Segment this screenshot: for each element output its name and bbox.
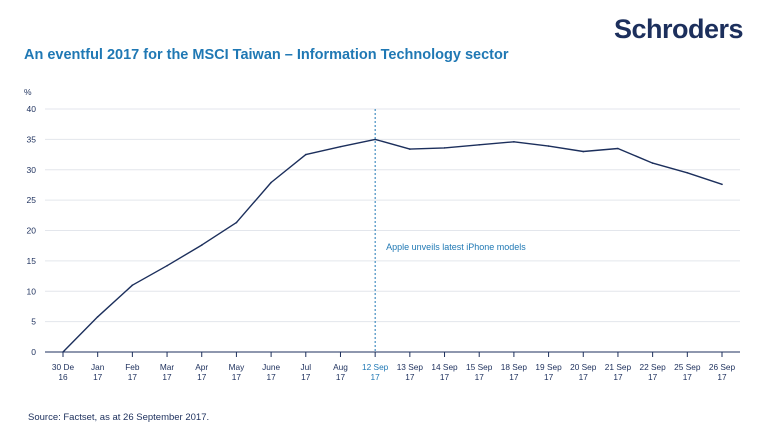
annotation-label: Apple unveils latest iPhone models bbox=[386, 242, 526, 252]
x-tick-label-line: Feb bbox=[125, 362, 140, 372]
x-tick-label-line: 17 bbox=[613, 372, 623, 382]
x-tick-label-line: 17 bbox=[717, 372, 727, 382]
x-tick-label-line: 17 bbox=[162, 372, 172, 382]
x-tick-label-line: 20 Sep bbox=[570, 362, 597, 372]
x-tick-label: May 17 bbox=[229, 362, 246, 382]
x-tick-label-line: Jul bbox=[300, 362, 311, 372]
data-point bbox=[166, 264, 168, 267]
data-point bbox=[131, 284, 134, 286]
x-tick-label: 12 Sep 17 bbox=[362, 362, 389, 382]
x-tick-label-line: 17 bbox=[197, 372, 207, 382]
y-tick-label: 15 bbox=[27, 256, 37, 266]
data-point bbox=[304, 153, 307, 156]
x-tick-label: 15 Sep 17 bbox=[466, 362, 493, 382]
x-tick-label-line: 15 Sep bbox=[466, 362, 493, 372]
x-tick-label-line: 16 bbox=[58, 372, 68, 382]
x-tick-label-line: 13 Sep bbox=[397, 362, 424, 372]
y-tick-label: 10 bbox=[27, 286, 37, 296]
x-tick-label-line: Apr bbox=[195, 362, 208, 372]
x-tick-label: 14 Sep 17 bbox=[431, 362, 458, 382]
x-tick-label-line: 26 Sep bbox=[709, 362, 736, 372]
data-point bbox=[547, 145, 550, 147]
y-tick-label: 25 bbox=[27, 195, 37, 205]
x-tick-label: 26 Sep 17 bbox=[709, 362, 736, 382]
source-note: Source: Factset, as at 26 September 2017… bbox=[28, 412, 210, 423]
x-tick-label-line: 17 bbox=[128, 372, 138, 382]
x-tick-label-line: 25 Sep bbox=[674, 362, 701, 372]
x-tick-label: Feb 17 bbox=[125, 362, 140, 382]
x-tick-label-line: 17 bbox=[336, 372, 346, 382]
x-tick-label: 30 De 16 bbox=[52, 362, 75, 382]
x-tick-label-line: 19 Sep bbox=[535, 362, 562, 372]
x-tick-label-line: 17 bbox=[93, 372, 103, 382]
x-tick-label: 21 Sep 17 bbox=[605, 362, 632, 382]
x-tick-label-line: May bbox=[229, 362, 246, 372]
x-tick-label-line: 14 Sep bbox=[431, 362, 458, 372]
data-point bbox=[617, 147, 619, 150]
y-tick-label: 5 bbox=[31, 317, 36, 327]
schroders-logo: Schroders bbox=[614, 14, 744, 44]
x-tick-label-line: 12 Sep bbox=[362, 362, 389, 372]
chart-title: An eventful 2017 for the MSCI Taiwan – I… bbox=[24, 47, 509, 63]
data-point bbox=[96, 315, 99, 318]
x-tick-label-line: 17 bbox=[683, 372, 693, 382]
x-tick-label: Jan 17 bbox=[91, 362, 105, 382]
x-tick-label: Apr 17 bbox=[195, 362, 208, 382]
x-tick-label: 19 Sep 17 bbox=[535, 362, 562, 382]
x-tick-label: Mar 17 bbox=[160, 362, 175, 382]
x-tick-label-line: 22 Sep bbox=[639, 362, 666, 372]
x-tick-label: June 17 bbox=[262, 362, 280, 382]
data-point bbox=[62, 351, 64, 353]
data-point bbox=[686, 171, 689, 174]
series-line bbox=[62, 138, 723, 353]
x-tick-label: 22 Sep 17 bbox=[639, 362, 666, 382]
data-point bbox=[235, 221, 238, 224]
y-axis-ticks: % 0 5 10 15 20 25 30 35 40 bbox=[24, 87, 36, 357]
x-tick-label-line: Mar bbox=[160, 362, 175, 372]
x-tick-label-line: 17 bbox=[648, 372, 658, 382]
data-point bbox=[651, 162, 654, 164]
data-point bbox=[200, 244, 203, 246]
x-tick-label-line: 17 bbox=[266, 372, 276, 382]
x-tick-label-line: 30 De bbox=[52, 362, 75, 372]
x-tick-label-line: 18 Sep bbox=[501, 362, 528, 372]
x-tick-label-line: 17 bbox=[301, 372, 311, 382]
x-tick-label-line: Jan bbox=[91, 362, 105, 372]
data-point bbox=[443, 147, 446, 149]
x-tick-label: Jul 17 bbox=[300, 362, 311, 382]
x-tick-label-line: Aug bbox=[333, 362, 348, 372]
y-tick-label: 20 bbox=[27, 226, 37, 236]
x-tick-label-line: 17 bbox=[509, 372, 519, 382]
data-point bbox=[409, 148, 411, 150]
x-tick-label: 13 Sep 17 bbox=[397, 362, 424, 382]
x-tick-label-line: June bbox=[262, 362, 280, 372]
x-tick-label-line: 17 bbox=[579, 372, 589, 382]
y-tick-label: 35 bbox=[27, 134, 37, 144]
chart-annotations: Apple unveils latest iPhone models bbox=[374, 109, 526, 352]
y-tick-label: 30 bbox=[27, 165, 37, 175]
data-point bbox=[513, 141, 515, 143]
x-tick-label-line: 17 bbox=[371, 372, 381, 382]
x-tick-label: 25 Sep 17 bbox=[674, 362, 701, 382]
x-tick-label: 20 Sep 17 bbox=[570, 362, 597, 382]
x-tick-label: Aug 17 bbox=[333, 362, 348, 382]
data-point bbox=[270, 181, 272, 184]
x-tick-label-line: 17 bbox=[232, 372, 242, 382]
x-tick-label-line: 17 bbox=[405, 372, 415, 382]
x-tick-label-line: 17 bbox=[475, 372, 485, 382]
data-point bbox=[721, 183, 723, 186]
y-axis-unit-label: % bbox=[24, 87, 32, 97]
chart-grid bbox=[45, 108, 740, 323]
data-point bbox=[339, 145, 342, 148]
y-tick-label: 0 bbox=[31, 347, 36, 357]
x-tick-label-line: 21 Sep bbox=[605, 362, 632, 372]
x-tick-label-line: 17 bbox=[544, 372, 554, 382]
y-tick-label: 40 bbox=[27, 104, 37, 114]
x-tick-label-line: 17 bbox=[440, 372, 450, 382]
x-tick-label: 18 Sep 17 bbox=[501, 362, 528, 382]
data-point bbox=[478, 144, 481, 146]
data-point bbox=[582, 150, 585, 153]
